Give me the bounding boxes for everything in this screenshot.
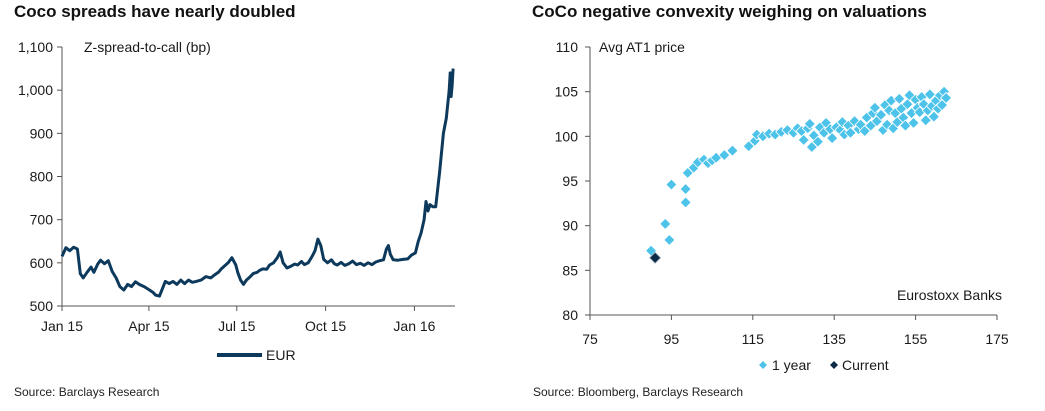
right-x-tick-label: 135 (823, 331, 847, 347)
scatter-point-1-year (663, 233, 676, 247)
right-y-tick-label: 110 (556, 39, 579, 55)
scatter-point-1-year (811, 135, 824, 148)
left-x-tick-label: Apr 15 (128, 318, 169, 334)
scatter-point-1-year (868, 101, 881, 114)
eur-series-line (60, 68, 455, 298)
scatter-point-1-year (803, 117, 816, 130)
scatter-point-1-year (901, 98, 914, 111)
left-y-axis-label: Z-spread-to-call (bp) (84, 39, 211, 55)
right-y-tick-label: 90 (562, 218, 578, 234)
left-y-tick-label: 500 (30, 298, 54, 314)
left-y-tick-label: 900 (30, 125, 54, 141)
legend-current-label: Current (842, 357, 889, 373)
scatter-point-1-year (940, 91, 953, 104)
left-line-chart: 1,100 1,000 900 800 700 600 500 Jan 15 Apr 15 Jul… (18, 39, 455, 363)
legend-1-year-marker (759, 361, 767, 369)
right-x-tick-label: 75 (582, 331, 598, 347)
scatter-point-1-year (883, 104, 896, 117)
scatter-point-1-year (927, 110, 940, 123)
left-x-tick-label: Jan 15 (41, 318, 83, 334)
left-x-tick-label: Jul 15 (218, 318, 256, 334)
scatter-point-1-year (907, 116, 920, 129)
scatter-point-1-year (665, 178, 678, 191)
scatter-point-1-year (718, 149, 731, 162)
left-y-tick-label: 1,000 (18, 82, 53, 98)
scatter-point-1-year (844, 126, 857, 139)
scatter-point-1-year (797, 133, 810, 146)
right-x-tick-label: 175 (985, 331, 1009, 347)
scatter-point-1-year (726, 144, 739, 157)
scatter-point-1-year (893, 92, 906, 105)
scatter-point-1-year (826, 132, 839, 145)
scatter-point-1-year (679, 196, 692, 209)
right-y-tick-label: 100 (555, 128, 579, 144)
left-y-tick-label: 800 (30, 169, 54, 185)
scatter-point-1-year (919, 114, 932, 127)
scatter-point-1-year (659, 217, 672, 230)
scatter-point-1-year (848, 115, 861, 128)
right-y-tick-label: 80 (562, 307, 578, 323)
right-x-tick-label: 95 (664, 331, 680, 347)
left-source-note: Source: Barclays Research (14, 385, 160, 399)
left-y-tick-label: 600 (30, 255, 54, 271)
left-y-tick-label: 1,100 (18, 39, 53, 55)
left-x-tick-label: Oct 15 (305, 318, 346, 334)
left-x-tick-label: Jan 16 (393, 318, 435, 334)
scatter-point-1-year (874, 108, 888, 121)
scatter-point-current (649, 251, 662, 264)
eurostoxx-banks-annotation: Eurostoxx Banks (897, 287, 1002, 303)
right-y-tick-label: 105 (555, 84, 579, 100)
right-y-tick-label: 95 (562, 173, 578, 189)
scatter-point-1-year (923, 88, 936, 101)
legend-current-marker (830, 361, 838, 369)
legend-eur-label: EUR (266, 347, 296, 363)
right-x-tick-label: 115 (742, 331, 765, 347)
legend-1-year-label: 1 year (772, 357, 811, 373)
right-source-note: Source: Bloomberg, Barclays Research (533, 385, 744, 399)
left-y-tick-label: 700 (30, 212, 54, 228)
right-y-axis-label: Avg AT1 price (599, 39, 685, 55)
right-chart-title: CoCo negative convexity weighing on valu… (532, 2, 927, 21)
right-y-tick-label: 85 (562, 262, 578, 278)
right-x-tick-label: 155 (904, 331, 928, 347)
scatter-point-1-year (679, 182, 692, 196)
left-chart-title: Coco spreads have nearly doubled (14, 2, 296, 21)
